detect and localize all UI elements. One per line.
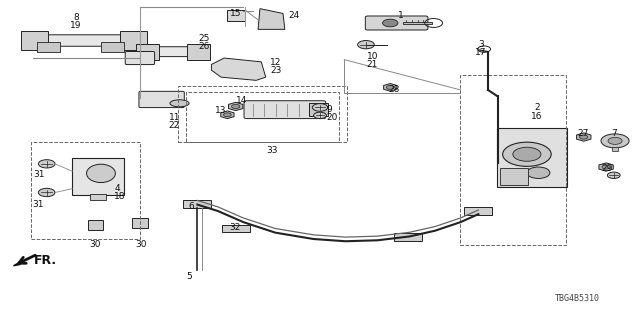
Text: 7: 7 xyxy=(611,129,616,138)
FancyBboxPatch shape xyxy=(309,103,328,116)
Circle shape xyxy=(602,165,611,169)
FancyBboxPatch shape xyxy=(32,35,135,46)
Circle shape xyxy=(312,104,328,111)
Text: 31: 31 xyxy=(33,170,45,179)
FancyBboxPatch shape xyxy=(183,200,211,208)
Text: 24: 24 xyxy=(288,11,300,20)
FancyBboxPatch shape xyxy=(188,44,210,60)
FancyBboxPatch shape xyxy=(465,207,492,215)
FancyBboxPatch shape xyxy=(120,31,147,50)
FancyBboxPatch shape xyxy=(221,225,250,232)
Ellipse shape xyxy=(170,100,189,107)
FancyBboxPatch shape xyxy=(244,101,326,119)
Text: 18: 18 xyxy=(115,192,126,201)
Text: 2: 2 xyxy=(534,103,540,112)
FancyBboxPatch shape xyxy=(403,22,432,24)
Text: 31: 31 xyxy=(32,200,44,209)
Text: 25: 25 xyxy=(198,34,210,43)
Text: 29: 29 xyxy=(602,164,613,173)
Polygon shape xyxy=(13,260,23,266)
FancyBboxPatch shape xyxy=(37,42,60,52)
Polygon shape xyxy=(258,9,285,29)
FancyBboxPatch shape xyxy=(227,10,245,21)
Circle shape xyxy=(607,172,620,179)
FancyBboxPatch shape xyxy=(612,147,618,151)
Circle shape xyxy=(580,135,588,139)
Circle shape xyxy=(383,19,398,27)
Text: 3: 3 xyxy=(478,40,484,49)
Text: 17: 17 xyxy=(475,48,486,57)
Circle shape xyxy=(38,160,55,168)
FancyBboxPatch shape xyxy=(146,47,200,57)
Text: 23: 23 xyxy=(270,66,282,75)
FancyBboxPatch shape xyxy=(88,220,103,230)
Text: 6: 6 xyxy=(188,202,194,211)
Text: 16: 16 xyxy=(531,112,543,121)
Polygon shape xyxy=(383,84,397,91)
Text: FR.: FR. xyxy=(34,254,57,267)
Circle shape xyxy=(608,137,622,144)
Circle shape xyxy=(513,147,541,161)
FancyBboxPatch shape xyxy=(72,158,124,195)
Text: 11: 11 xyxy=(169,113,180,122)
Circle shape xyxy=(314,112,326,119)
FancyBboxPatch shape xyxy=(500,168,528,185)
Text: 1: 1 xyxy=(398,11,404,20)
Text: 4: 4 xyxy=(115,184,120,193)
Text: 22: 22 xyxy=(169,121,180,130)
Circle shape xyxy=(232,104,240,108)
Polygon shape xyxy=(221,111,234,119)
Ellipse shape xyxy=(86,164,115,182)
FancyBboxPatch shape xyxy=(394,233,422,241)
Text: 33: 33 xyxy=(266,146,278,155)
Circle shape xyxy=(502,142,551,166)
FancyBboxPatch shape xyxy=(125,52,155,65)
Text: 15: 15 xyxy=(230,9,241,18)
Text: 8: 8 xyxy=(73,13,79,22)
FancyBboxPatch shape xyxy=(136,44,159,60)
FancyBboxPatch shape xyxy=(101,42,124,52)
FancyBboxPatch shape xyxy=(132,218,148,228)
Polygon shape xyxy=(599,163,613,171)
Circle shape xyxy=(387,85,394,89)
FancyBboxPatch shape xyxy=(497,128,567,187)
FancyBboxPatch shape xyxy=(365,16,428,30)
FancyBboxPatch shape xyxy=(90,194,106,200)
Text: 12: 12 xyxy=(270,58,282,67)
Polygon shape xyxy=(228,102,243,111)
Text: 10: 10 xyxy=(367,52,378,61)
Text: 14: 14 xyxy=(236,96,247,105)
Text: 9: 9 xyxy=(326,105,332,114)
Text: TBG4B5310: TBG4B5310 xyxy=(555,294,600,303)
FancyBboxPatch shape xyxy=(21,31,47,50)
Text: 30: 30 xyxy=(136,240,147,249)
Text: 26: 26 xyxy=(198,42,210,51)
Text: 27: 27 xyxy=(577,129,589,138)
Text: 32: 32 xyxy=(229,223,241,232)
Circle shape xyxy=(358,41,374,49)
Text: 30: 30 xyxy=(90,240,101,249)
Text: 5: 5 xyxy=(186,272,192,281)
Text: 13: 13 xyxy=(214,107,226,116)
FancyBboxPatch shape xyxy=(139,91,184,108)
Polygon shape xyxy=(577,133,591,141)
Text: 20: 20 xyxy=(326,113,338,122)
Text: 28: 28 xyxy=(388,85,400,94)
Polygon shape xyxy=(211,58,266,80)
Circle shape xyxy=(223,113,231,117)
Circle shape xyxy=(601,134,629,148)
Circle shape xyxy=(527,167,550,179)
Text: 21: 21 xyxy=(367,60,378,68)
Circle shape xyxy=(38,188,55,197)
Text: 19: 19 xyxy=(70,21,82,30)
